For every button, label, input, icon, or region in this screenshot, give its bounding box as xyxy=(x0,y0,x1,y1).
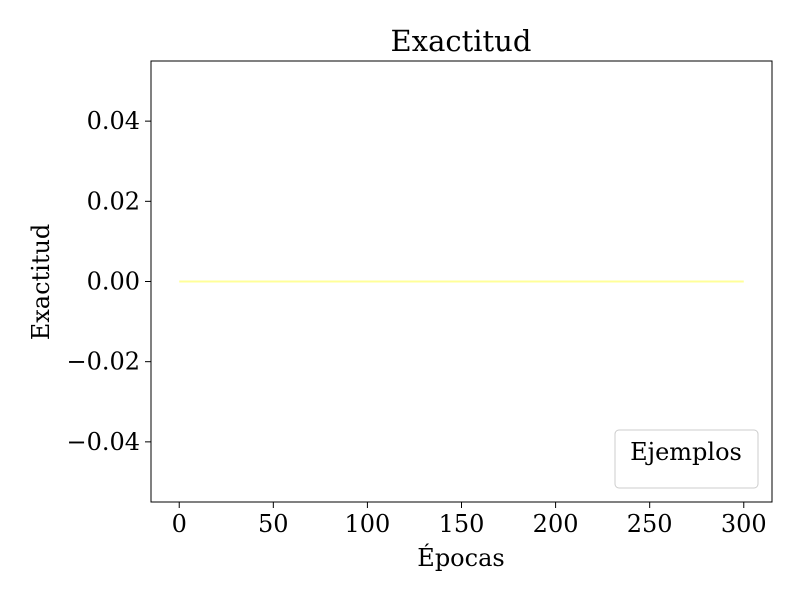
x-tick-label: 0 xyxy=(172,510,187,538)
x-tick-label: 250 xyxy=(627,510,673,538)
y-axis: −0.04 −0.02 0.00 0.02 0.04 xyxy=(66,107,151,456)
x-tick-label: 100 xyxy=(345,510,391,538)
legend-title: Ejemplos xyxy=(630,438,742,466)
x-tick-label: 150 xyxy=(439,510,485,538)
x-tick-label: 300 xyxy=(721,510,767,538)
x-tick-label: 50 xyxy=(258,510,289,538)
chart-title: Exactitud xyxy=(391,24,532,58)
y-axis-label: Exactitud xyxy=(27,224,55,341)
y-tick-label: −0.02 xyxy=(66,348,140,376)
y-tick-label: 0.02 xyxy=(87,187,140,215)
legend[interactable]: Ejemplos xyxy=(614,429,759,489)
y-tick-label: −0.04 xyxy=(66,428,140,456)
x-tick-label: 200 xyxy=(533,510,579,538)
y-tick-label: 0.04 xyxy=(87,107,140,135)
x-axis: 0 50 100 150 200 250 300 xyxy=(172,502,767,538)
legend-box xyxy=(614,429,759,489)
y-tick-label: 0.00 xyxy=(87,268,140,296)
x-axis-label: Épocas xyxy=(417,543,504,572)
